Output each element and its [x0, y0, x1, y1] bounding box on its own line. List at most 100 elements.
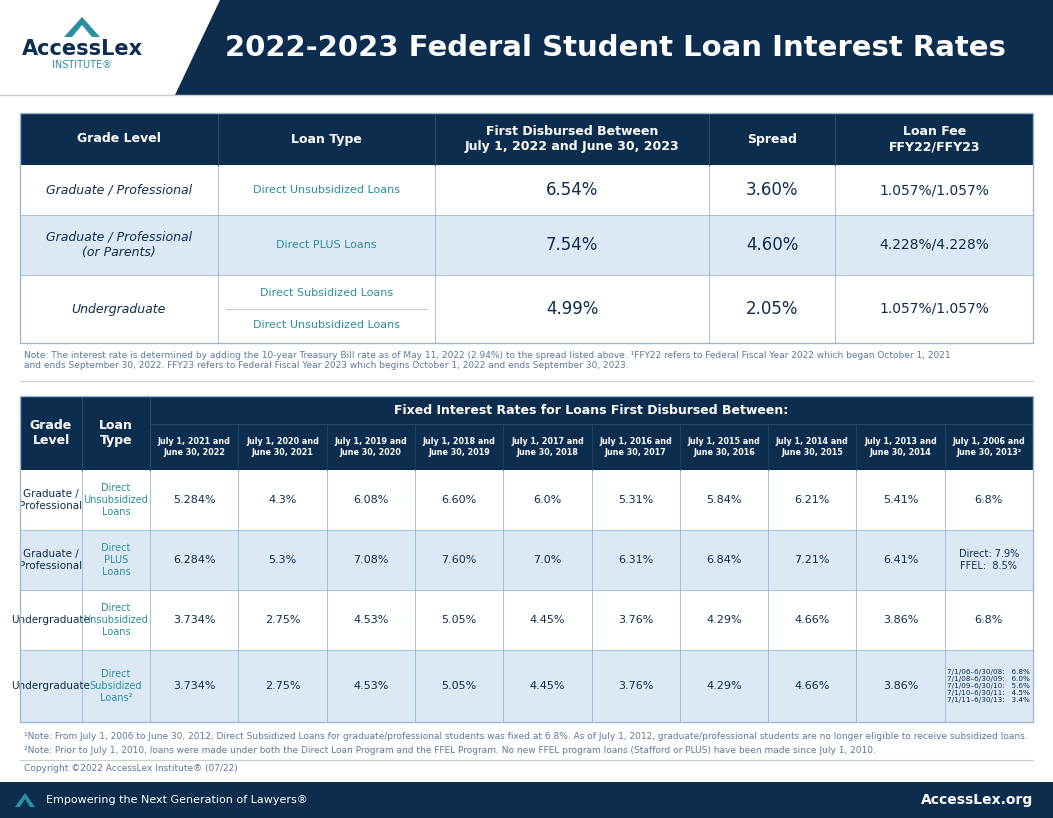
Bar: [218, 275, 435, 343]
Bar: [768, 470, 856, 530]
Bar: [150, 470, 238, 530]
Text: Graduate /
Professional: Graduate / Professional: [19, 549, 82, 571]
Bar: [0, 782, 1053, 818]
Text: 6.8%: 6.8%: [975, 495, 1004, 505]
Polygon shape: [64, 17, 100, 37]
Bar: [20, 275, 218, 343]
Polygon shape: [72, 25, 92, 37]
Text: Loan Fee
FFY22/FFY23: Loan Fee FFY22/FFY23: [889, 125, 980, 153]
Bar: [326, 590, 415, 650]
Bar: [503, 424, 592, 470]
Text: 4.29%: 4.29%: [707, 615, 741, 625]
Text: Spread: Spread: [748, 133, 797, 146]
Text: 3.734%: 3.734%: [173, 615, 216, 625]
Bar: [326, 424, 415, 470]
Text: July 1, 2014 and
June 30, 2015: July 1, 2014 and June 30, 2015: [776, 438, 849, 456]
Text: July 1, 2016 and
June 30, 2017: July 1, 2016 and June 30, 2017: [599, 438, 672, 456]
Text: Graduate / Professional
(or Parents): Graduate / Professional (or Parents): [45, 231, 192, 259]
Text: 5.41%: 5.41%: [882, 495, 918, 505]
Polygon shape: [20, 799, 29, 807]
Text: 1.057%/1.057%: 1.057%/1.057%: [879, 183, 989, 197]
Bar: [150, 650, 238, 722]
Text: 6.08%: 6.08%: [353, 495, 389, 505]
Bar: [680, 470, 768, 530]
Text: Undergraduate: Undergraduate: [72, 303, 166, 316]
Bar: [415, 650, 503, 722]
Bar: [20, 396, 1033, 722]
Text: July 1, 2006 and
June 30, 2013²: July 1, 2006 and June 30, 2013²: [953, 438, 1026, 456]
Text: 6.0%: 6.0%: [533, 495, 561, 505]
Text: Grade Level: Grade Level: [77, 133, 161, 146]
Bar: [435, 275, 709, 343]
Text: 6.54%: 6.54%: [545, 181, 598, 199]
Bar: [503, 590, 592, 650]
Text: Undergraduate: Undergraduate: [12, 681, 91, 691]
Bar: [768, 530, 856, 590]
Bar: [150, 424, 238, 470]
Bar: [20, 470, 82, 530]
Text: Fixed Interest Rates for Loans First Disbursed Between:: Fixed Interest Rates for Loans First Dis…: [395, 403, 789, 416]
Text: 6.41%: 6.41%: [882, 555, 918, 565]
Bar: [709, 113, 835, 165]
Bar: [150, 396, 1033, 424]
Bar: [415, 470, 503, 530]
Text: 1.057%/1.057%: 1.057%/1.057%: [879, 302, 989, 316]
Bar: [768, 590, 856, 650]
Bar: [238, 530, 326, 590]
Bar: [680, 590, 768, 650]
Bar: [82, 396, 150, 470]
Text: AccessLex: AccessLex: [21, 39, 142, 59]
Text: Direct
Unsubsidized
Loans: Direct Unsubsidized Loans: [83, 483, 148, 517]
Text: July 1, 2020 and
June 30, 2021: July 1, 2020 and June 30, 2021: [246, 438, 319, 456]
Text: 2.75%: 2.75%: [264, 615, 300, 625]
Bar: [856, 424, 945, 470]
Text: INSTITUTE®: INSTITUTE®: [52, 60, 112, 70]
Bar: [150, 590, 238, 650]
Bar: [835, 275, 1033, 343]
Text: ²Note: Prior to July 1, 2010, loans were made under both the Direct Loan Program: ²Note: Prior to July 1, 2010, loans were…: [24, 746, 876, 755]
Bar: [768, 650, 856, 722]
Text: 4.66%: 4.66%: [795, 615, 830, 625]
Bar: [326, 530, 415, 590]
Bar: [238, 650, 326, 722]
Text: Direct
Unsubsidized
Loans: Direct Unsubsidized Loans: [83, 604, 148, 636]
Bar: [592, 530, 680, 590]
Text: 3.86%: 3.86%: [882, 681, 918, 691]
Bar: [218, 113, 435, 165]
Bar: [592, 590, 680, 650]
Bar: [592, 650, 680, 722]
Bar: [82, 590, 150, 650]
Bar: [415, 590, 503, 650]
Text: 6.31%: 6.31%: [618, 555, 653, 565]
Text: ¹Note: From July 1, 2006 to June 30, 2012, Direct Subsidized Loans for graduate/: ¹Note: From July 1, 2006 to June 30, 201…: [24, 732, 1028, 741]
Text: 4.53%: 4.53%: [353, 681, 389, 691]
Text: 7.54%: 7.54%: [545, 236, 598, 254]
Text: Grade
Level: Grade Level: [29, 419, 72, 447]
Text: 5.284%: 5.284%: [173, 495, 216, 505]
Bar: [415, 530, 503, 590]
Text: First Disbursed Between
July 1, 2022 and June 30, 2023: First Disbursed Between July 1, 2022 and…: [464, 125, 679, 153]
Bar: [326, 470, 415, 530]
Text: 7.08%: 7.08%: [353, 555, 389, 565]
Text: July 1, 2015 and
June 30, 2016: July 1, 2015 and June 30, 2016: [688, 438, 760, 456]
Bar: [768, 424, 856, 470]
Bar: [238, 424, 326, 470]
Bar: [238, 590, 326, 650]
Text: 7/1/06–6/30/08:   6.8%
7/1/08–6/30/09:   6.0%
7/1/09–6/30/10:   5.6%
7/1/10–6/30: 7/1/06–6/30/08: 6.8% 7/1/08–6/30/09: 6.0…: [948, 669, 1030, 703]
Text: 2022-2023 Federal Student Loan Interest Rates: 2022-2023 Federal Student Loan Interest …: [224, 34, 1006, 61]
Text: July 1, 2018 and
June 30, 2019: July 1, 2018 and June 30, 2019: [422, 438, 496, 456]
Text: 4.99%: 4.99%: [545, 300, 598, 318]
Bar: [592, 470, 680, 530]
Bar: [709, 275, 835, 343]
Bar: [435, 113, 709, 165]
Text: Direct
Subsidized
Loans²: Direct Subsidized Loans²: [90, 669, 142, 703]
Text: 4.60%: 4.60%: [746, 236, 798, 254]
Bar: [20, 530, 82, 590]
Text: Loan Type: Loan Type: [291, 133, 362, 146]
Text: Direct Subsidized Loans: Direct Subsidized Loans: [260, 289, 393, 299]
Bar: [82, 530, 150, 590]
Bar: [435, 215, 709, 275]
Bar: [835, 215, 1033, 275]
Text: Note: The interest rate is determined by adding the 10-year Treasury Bill rate a: Note: The interest rate is determined by…: [24, 351, 951, 371]
Text: Direct Unsubsidized Loans: Direct Unsubsidized Loans: [253, 320, 400, 330]
